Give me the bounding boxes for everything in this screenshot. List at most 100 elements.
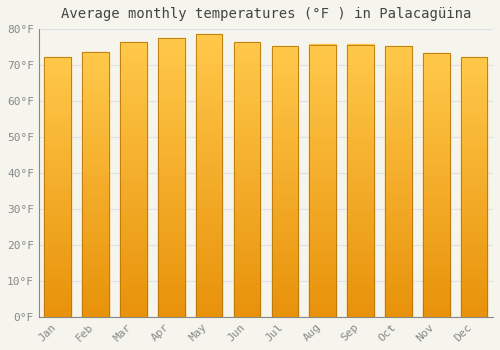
- Bar: [310, 225, 336, 228]
- Bar: [158, 128, 184, 132]
- Bar: [310, 249, 336, 252]
- Bar: [196, 84, 222, 88]
- Bar: [310, 303, 336, 307]
- Bar: [385, 73, 411, 76]
- Bar: [385, 191, 411, 195]
- Bar: [82, 89, 109, 92]
- Bar: [120, 265, 146, 269]
- Bar: [272, 66, 298, 70]
- Bar: [158, 122, 184, 125]
- Bar: [461, 83, 487, 86]
- Bar: [82, 178, 109, 181]
- Bar: [196, 299, 222, 303]
- Bar: [310, 293, 336, 296]
- Bar: [461, 232, 487, 236]
- Bar: [348, 116, 374, 119]
- Bar: [423, 175, 450, 178]
- Bar: [348, 55, 374, 58]
- Bar: [120, 55, 146, 59]
- Bar: [196, 183, 222, 186]
- Bar: [272, 205, 298, 209]
- Bar: [461, 307, 487, 310]
- Bar: [158, 69, 184, 73]
- Bar: [120, 262, 146, 265]
- Bar: [423, 155, 450, 159]
- Bar: [44, 93, 71, 96]
- Bar: [234, 176, 260, 179]
- Bar: [158, 205, 184, 209]
- Bar: [158, 76, 184, 80]
- Bar: [423, 63, 450, 66]
- Bar: [348, 177, 374, 181]
- Bar: [234, 172, 260, 176]
- Bar: [196, 264, 222, 267]
- Bar: [196, 161, 222, 165]
- Bar: [44, 262, 71, 265]
- Bar: [234, 238, 260, 241]
- Bar: [234, 141, 260, 145]
- Bar: [82, 148, 109, 152]
- Bar: [461, 167, 487, 170]
- Bar: [461, 297, 487, 301]
- Bar: [272, 90, 298, 93]
- Bar: [44, 109, 71, 113]
- Bar: [234, 59, 260, 62]
- Bar: [196, 112, 222, 116]
- Bar: [44, 171, 71, 174]
- Bar: [461, 57, 487, 60]
- Bar: [158, 83, 184, 87]
- Bar: [423, 271, 450, 274]
- Bar: [120, 124, 146, 128]
- Bar: [196, 292, 222, 296]
- Bar: [44, 103, 71, 106]
- Bar: [310, 252, 336, 256]
- Bar: [272, 154, 298, 158]
- Bar: [196, 200, 222, 204]
- Bar: [461, 281, 487, 284]
- Bar: [120, 134, 146, 138]
- Bar: [310, 96, 336, 99]
- Bar: [348, 99, 374, 103]
- Bar: [234, 179, 260, 183]
- Bar: [423, 112, 450, 116]
- Bar: [120, 272, 146, 275]
- Bar: [272, 242, 298, 246]
- Bar: [158, 285, 184, 289]
- Bar: [158, 209, 184, 212]
- Bar: [44, 106, 71, 109]
- Bar: [461, 304, 487, 307]
- Bar: [196, 204, 222, 208]
- Bar: [196, 296, 222, 299]
- Bar: [44, 301, 71, 304]
- Bar: [461, 258, 487, 261]
- Bar: [234, 76, 260, 79]
- Bar: [120, 169, 146, 172]
- Bar: [196, 133, 222, 137]
- Bar: [120, 279, 146, 282]
- Bar: [423, 244, 450, 247]
- Bar: [423, 303, 450, 307]
- Bar: [234, 72, 260, 76]
- Bar: [461, 105, 487, 109]
- Bar: [348, 232, 374, 235]
- Bar: [44, 86, 71, 90]
- Bar: [385, 300, 411, 303]
- Bar: [82, 122, 109, 125]
- Bar: [120, 166, 146, 169]
- Bar: [82, 158, 109, 161]
- Bar: [348, 123, 374, 126]
- Bar: [44, 184, 71, 187]
- Bar: [272, 229, 298, 232]
- Bar: [234, 93, 260, 97]
- Bar: [44, 61, 71, 64]
- Bar: [348, 136, 374, 140]
- Bar: [82, 237, 109, 241]
- Bar: [234, 193, 260, 196]
- Bar: [234, 303, 260, 307]
- Bar: [423, 280, 450, 284]
- Bar: [234, 251, 260, 255]
- Bar: [82, 307, 109, 310]
- Bar: [82, 72, 109, 76]
- Bar: [310, 191, 336, 194]
- Bar: [272, 209, 298, 212]
